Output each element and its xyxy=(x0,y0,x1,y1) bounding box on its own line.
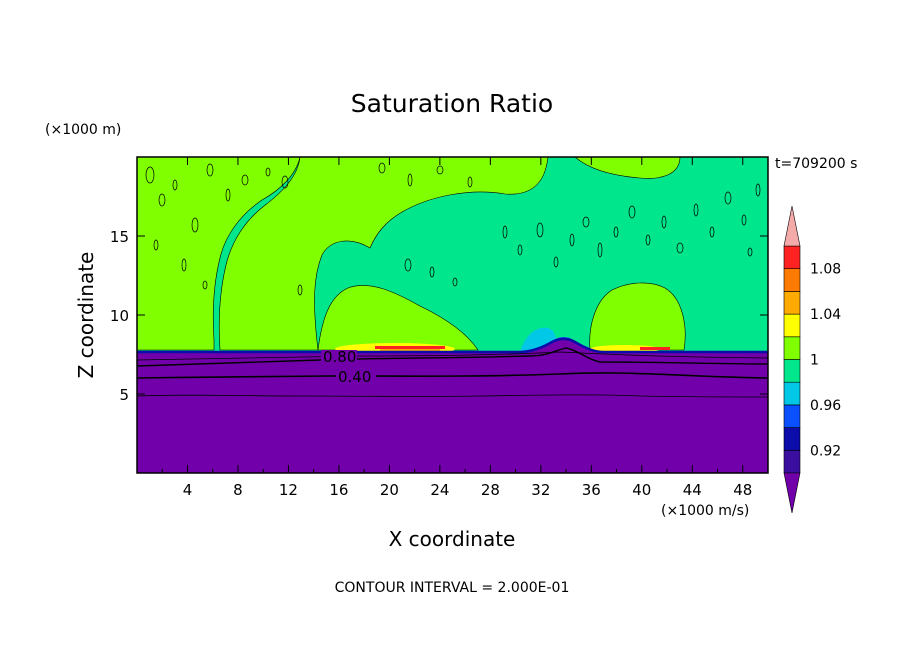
lower-layer-fill xyxy=(137,339,768,473)
colorbar-band xyxy=(783,313,801,338)
colorbar-band xyxy=(783,449,801,474)
x-units-label: (×1000 m/s) xyxy=(661,503,749,519)
colorbar-label: 1 xyxy=(810,353,819,369)
contour-islands xyxy=(145,162,761,296)
contour-label-bg-0-40 xyxy=(336,370,376,383)
colorbar-label: 1.08 xyxy=(810,262,841,278)
x-tick-label: 28 xyxy=(481,481,500,499)
colorbar-band xyxy=(783,268,801,292)
contour-interval-footer: CONTOUR INTERVAL = 2.000E-01 xyxy=(335,580,570,596)
green-area-right xyxy=(589,282,686,351)
time-label: t=709200 s xyxy=(775,156,857,172)
x-tick-label: 24 xyxy=(430,481,449,499)
x-tick-label: 44 xyxy=(683,481,702,499)
green-area-mid xyxy=(317,285,479,351)
contour-label-0-80: 0.80 xyxy=(323,348,356,366)
y-axis-ticks: 5 10 15 xyxy=(110,228,768,404)
contour-label-0-40: 0.40 xyxy=(338,368,371,386)
colorbar-below-arrow xyxy=(783,472,801,514)
contour-line-0-80 xyxy=(137,347,768,367)
y-tick-label: 15 xyxy=(110,228,129,246)
x-tick-label: 48 xyxy=(733,481,752,499)
orange-strip-left xyxy=(380,349,440,351)
red-strip-right xyxy=(640,347,670,350)
contour-line-0-40 xyxy=(137,372,768,379)
x-tick-label: 32 xyxy=(531,481,550,499)
plot-area: 0.80 0.40 xyxy=(137,157,768,473)
y-tick-label: 5 xyxy=(119,386,129,404)
colorbar-label: 1.04 xyxy=(810,307,841,323)
contour-line-thin-upper xyxy=(137,351,768,361)
x-tick-label: 36 xyxy=(582,481,601,499)
colorbar-band xyxy=(783,245,801,270)
contour-label-bg-0-80 xyxy=(321,350,357,363)
x-tick-label: 16 xyxy=(329,481,348,499)
green-area-upper-right xyxy=(574,157,681,179)
colorbar-above-arrow xyxy=(783,205,801,247)
colorbar-band xyxy=(783,381,801,406)
green-area-left xyxy=(137,157,301,351)
colorbar-band xyxy=(783,404,801,428)
colorbar-band xyxy=(783,427,801,451)
colorbar-label: 0.92 xyxy=(810,443,841,459)
layer-top-edge xyxy=(137,337,768,354)
colorbar-label: 0.96 xyxy=(810,398,841,414)
x-axis-ticks: 4 8 12 16 20 24 28 32 36 40 44 48 xyxy=(161,157,752,499)
chart-title: Saturation Ratio xyxy=(351,89,553,118)
x-tick-label: 4 xyxy=(183,481,193,499)
y-units-label: (×1000 m) xyxy=(45,122,121,138)
colorbar-band xyxy=(783,359,801,383)
colorbar: 0.92 0.96 1 1.04 1.08 xyxy=(783,205,841,514)
x-tick-label: 8 xyxy=(233,481,243,499)
x-axis-label: X coordinate xyxy=(389,527,516,551)
x-tick-label: 20 xyxy=(380,481,399,499)
contour-line-thin-lower xyxy=(137,394,768,398)
y-tick-label: 10 xyxy=(110,307,129,325)
red-strip-left xyxy=(375,346,445,349)
colorbar-band xyxy=(783,291,801,315)
x-tick-label: 12 xyxy=(279,481,298,499)
green-area-center xyxy=(218,157,549,351)
colorbar-band xyxy=(783,336,801,360)
x-tick-label: 40 xyxy=(632,481,651,499)
y-axis-label: Z coordinate xyxy=(74,252,98,379)
